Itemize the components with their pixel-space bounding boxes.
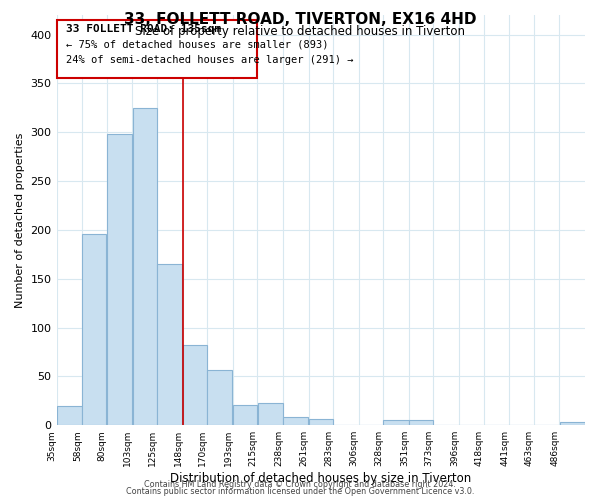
X-axis label: Distribution of detached houses by size in Tiverton: Distribution of detached houses by size … (170, 472, 472, 485)
Bar (383, 420, 409, 425)
Bar (107, 134, 132, 425)
Bar (82, 234, 106, 425)
Text: 24% of semi-detached houses are larger (291) →: 24% of semi-detached houses are larger (… (66, 55, 354, 65)
Bar (283, 418, 308, 425)
Y-axis label: Number of detached properties: Number of detached properties (15, 132, 25, 308)
Bar (233, 404, 257, 425)
Text: Contains HM Land Registry data © Crown copyright and database right 2024.: Contains HM Land Registry data © Crown c… (144, 480, 456, 489)
Text: 33 FOLLETT ROAD: 135sqm: 33 FOLLETT ROAD: 135sqm (66, 24, 221, 34)
Bar (409, 420, 433, 425)
Bar (183, 345, 207, 425)
Text: 33, FOLLETT ROAD, TIVERTON, EX16 4HD: 33, FOLLETT ROAD, TIVERTON, EX16 4HD (124, 12, 476, 28)
FancyBboxPatch shape (56, 20, 257, 78)
Bar (309, 420, 333, 425)
Bar (208, 370, 232, 425)
Bar (133, 108, 157, 425)
Text: Contains public sector information licensed under the Open Government Licence v3: Contains public sector information licen… (126, 487, 474, 496)
Text: ← 75% of detached houses are smaller (893): ← 75% of detached houses are smaller (89… (66, 40, 329, 50)
Bar (57, 406, 82, 425)
Text: Size of property relative to detached houses in Tiverton: Size of property relative to detached ho… (135, 25, 465, 38)
Bar (257, 402, 283, 425)
Bar (560, 422, 585, 425)
Bar (157, 264, 182, 425)
